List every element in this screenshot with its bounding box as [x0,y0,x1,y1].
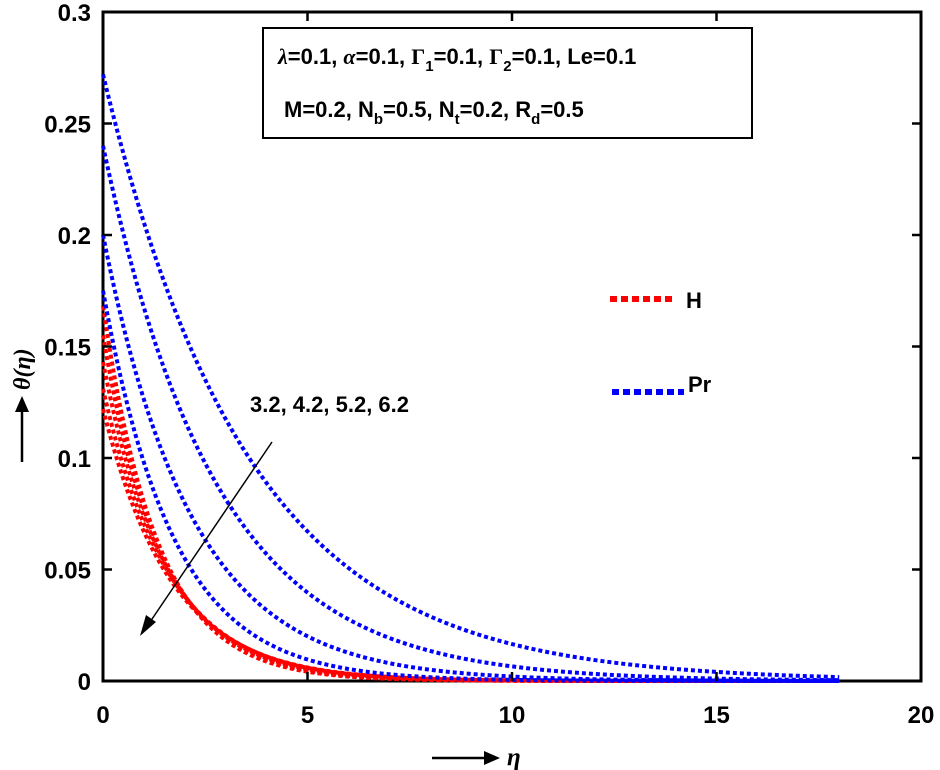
nb-prefix: M=0.2, N [284,97,374,122]
alpha-value: =0.1, [356,44,412,69]
series-layer [101,73,840,683]
y-tick-label: 0.3 [58,0,91,27]
series-line-h-2 [101,335,840,683]
lambda-value: =0.1, [288,44,344,69]
x-tick-label: 0 [96,702,109,729]
parameter-arrow-annotation: 3.2, 4.2, 5.2, 6.2 [140,392,409,636]
x-tick-label: 10 [499,702,526,729]
annotation-arrow-shaft [149,441,273,623]
legend-label-pr: Pr [688,372,712,397]
y-tick-label: 0.2 [58,223,91,250]
gamma1-value: =0.1, [434,44,490,69]
nt-subscript: t [455,111,460,128]
rd-subscript: d [531,111,540,128]
x-axis-label: η [507,744,521,770]
y-tick-label: 0.05 [44,558,91,585]
y-tick-label: 0 [78,669,91,696]
tick-layer [101,10,923,683]
legend: H Pr [610,288,712,397]
parameter-box-frame [262,27,753,139]
annotation-arrowhead [140,615,156,636]
series-line-pr-6 [101,73,840,680]
x-tick-label: 20 [908,702,935,729]
y-tick-labels: 0 0.05 0.1 0.15 0.2 0.25 0.3 [44,0,91,696]
gamma2-subscript: 2 [503,58,511,75]
gamma1-symbol: Γ [411,44,425,69]
parameter-line-1: λ=0.1, α=0.1, Γ1=0.1, Γ2=0.1, Le=0.1 [277,44,636,75]
y-tick-label: 0.15 [44,335,91,362]
y-axis-label-group: θ(η) [10,348,36,462]
nb-subscript: b [374,111,383,128]
y-axis-arrowhead [15,396,29,412]
x-tick-labels: 0 5 10 15 20 [96,702,934,729]
parameter-box: λ=0.1, α=0.1, Γ1=0.1, Γ2=0.1, Le=0.1 M=0… [262,27,753,139]
x-axis-label-group: η [432,744,521,770]
y-tick-label: 0.25 [44,112,91,139]
y-tick-label: 0.1 [58,446,91,473]
nb-value: =0.5, N [383,97,455,122]
lambda-symbol: λ [277,44,288,69]
gamma1-subscript: 1 [425,58,433,75]
alpha-symbol: α [343,44,356,69]
y-axis-label: θ(η) [10,348,36,390]
x-tick-label: 5 [301,702,314,729]
gamma2-value: =0.1, Le=0.1 [512,44,637,69]
rd-value: =0.5 [540,97,583,122]
gamma2-symbol: Γ [489,44,503,69]
series-line-h-5 [101,408,840,683]
parameter-line-2: M=0.2, Nb=0.5, Nt=0.2, Rd=0.5 [284,97,584,128]
series-line-pr-9 [101,290,840,683]
series-line-h-4 [101,388,840,683]
legend-label-h: H [686,288,702,313]
x-axis-arrowhead [484,751,500,765]
nt-value: =0.2, R [460,97,532,122]
annotation-values: 3.2, 4.2, 5.2, 6.2 [250,392,409,417]
x-tick-label: 15 [703,702,730,729]
series-line-pr-8 [101,234,840,683]
